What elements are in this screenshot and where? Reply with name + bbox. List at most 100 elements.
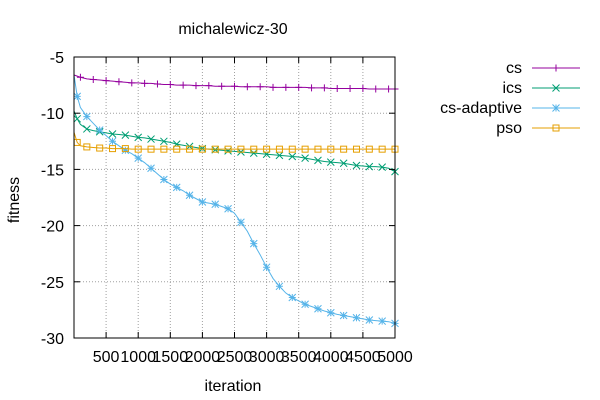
data-point-cs-adaptive <box>237 218 245 227</box>
data-point-cs-adaptive <box>326 308 335 317</box>
data-point-pso <box>121 145 129 153</box>
y-tick-label: -15 <box>41 162 64 179</box>
data-point-cs-adaptive <box>108 137 117 146</box>
data-point-pso <box>365 145 373 153</box>
data-point-pso <box>275 145 283 153</box>
data-point-pso <box>250 145 258 153</box>
data-point-cs <box>359 84 367 92</box>
data-point-cs-adaptive <box>224 204 232 213</box>
data-point-cs <box>269 83 277 91</box>
data-point-pso <box>288 145 296 153</box>
y-tick-label: -5 <box>50 50 64 67</box>
legend-item-cs-adaptive: cs-adaptive <box>440 100 580 117</box>
x-tick-label: 1500 <box>153 349 189 366</box>
data-point-cs <box>179 81 187 89</box>
data-point-cs-adaptive <box>275 282 284 291</box>
data-point-cs-adaptive <box>301 300 309 309</box>
data-point-cs-adaptive <box>73 92 82 101</box>
data-point-ics <box>365 162 374 171</box>
x-tick-label: 4000 <box>313 349 349 366</box>
data-point-pso <box>198 145 206 153</box>
data-point-pso <box>134 145 142 153</box>
data-point-cs <box>192 82 200 90</box>
data-point-cs-adaptive <box>147 164 155 173</box>
x-tick-label: 5000 <box>377 349 413 366</box>
data-point-cs-adaptive <box>249 239 258 248</box>
data-point-cs <box>153 80 161 88</box>
data-point-pso <box>173 145 181 153</box>
data-point-pso <box>378 145 386 153</box>
data-point-pso <box>237 145 245 153</box>
y-tick-label: -25 <box>41 275 64 292</box>
data-point-cs <box>205 82 213 90</box>
grid <box>74 57 395 338</box>
data-point-pso <box>211 145 219 153</box>
data-point-cs-adaptive <box>352 313 361 322</box>
data-point-cs-adaptive <box>121 146 130 155</box>
data-point-cs-adaptive <box>172 183 181 192</box>
data-point-ics <box>134 133 143 142</box>
data-point-ics <box>339 159 348 168</box>
legend-item-cs: cs <box>506 60 580 77</box>
data-point-cs-adaptive <box>185 191 194 200</box>
y-tick-label: -20 <box>41 219 64 236</box>
data-point-pso <box>301 145 309 153</box>
data-point-cs <box>295 83 303 91</box>
x-tick-label: 2000 <box>185 349 221 366</box>
x-tick-label: 3000 <box>249 349 285 366</box>
data-point-cs <box>128 79 136 87</box>
legend-label: cs-adaptive <box>440 100 522 117</box>
data-point-cs <box>218 82 226 90</box>
y-tick-label: -30 <box>41 331 64 348</box>
data-point-ics <box>352 161 361 170</box>
data-point-cs <box>141 79 149 87</box>
x-axis-label: iteration <box>205 378 262 395</box>
chart-title: michalewicz-30 <box>178 21 287 38</box>
legend-marker <box>552 124 560 132</box>
data-point-ics <box>147 135 155 143</box>
data-point-cs <box>308 84 316 92</box>
data-point-cs-adaptive <box>160 175 168 184</box>
data-point-ics <box>301 154 309 163</box>
data-point-ics <box>314 156 322 165</box>
series-line-cs-adaptive <box>73 74 396 324</box>
legend: cs ics cs-adaptive pso <box>440 60 580 137</box>
data-point-pso <box>352 145 360 153</box>
data-point-ics <box>224 147 232 155</box>
data-point-cs <box>115 78 123 86</box>
data-point-pso <box>147 145 155 153</box>
legend-marker <box>552 104 560 112</box>
data-point-pso <box>109 145 117 153</box>
series-lines <box>73 73 399 328</box>
series-ics <box>73 110 399 176</box>
data-point-ics <box>326 158 335 166</box>
data-point-pso <box>96 144 104 152</box>
series-cs <box>73 73 399 93</box>
legend-label: ics <box>502 80 522 97</box>
data-point-cs-adaptive <box>134 154 143 163</box>
data-point-cs <box>89 75 97 83</box>
data-point-ics <box>378 163 387 172</box>
data-point-pso <box>263 145 271 153</box>
data-point-cs-adaptive <box>314 304 322 313</box>
y-tick-label: -10 <box>41 106 64 123</box>
data-point-ics <box>275 151 284 160</box>
data-point-cs-adaptive <box>378 317 387 325</box>
data-point-ics <box>121 131 130 139</box>
data-point-cs <box>282 83 290 91</box>
data-point-ics <box>108 130 117 138</box>
legend-marker <box>552 84 560 92</box>
data-point-cs <box>385 85 393 93</box>
y-axis: -5 -10 -15 -20 -25 -30 <box>41 50 395 348</box>
data-point-cs-adaptive <box>82 112 91 121</box>
data-point-pso <box>83 143 91 151</box>
data-point-cs <box>333 84 341 92</box>
data-point-cs <box>76 73 84 81</box>
legend-marker <box>552 64 560 72</box>
x-tick-label: 3500 <box>281 349 317 366</box>
data-point-pso <box>186 145 194 153</box>
data-point-pso <box>327 145 335 153</box>
x-tick-label: 500 <box>93 349 120 366</box>
